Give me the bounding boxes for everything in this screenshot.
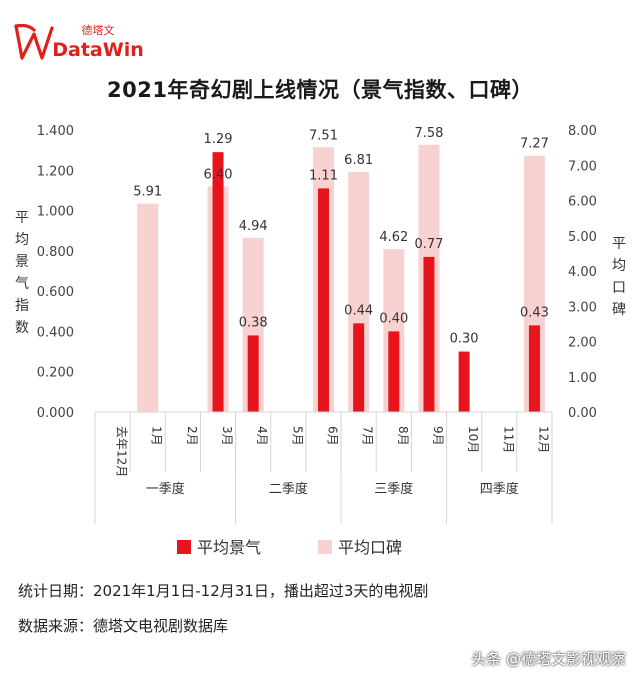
bar-jingqi <box>458 351 470 412</box>
legend-swatch-jingqi <box>177 540 191 554</box>
left-axis-tick: 0.400 <box>37 325 74 340</box>
left-axis-label-char: 均 <box>15 232 29 248</box>
left-axis-tick: 1.000 <box>37 205 74 220</box>
left-axis-tick: 1.400 <box>37 124 74 139</box>
bar-jingqi <box>212 152 224 412</box>
right-axis-tick: 4.00 <box>568 265 597 280</box>
jingqi-data-label: 1.29 <box>204 132 233 147</box>
koubei-data-label: 6.40 <box>204 167 233 182</box>
bar-jingqi <box>423 256 435 412</box>
koubei-data-label: 7.58 <box>414 126 443 141</box>
chart-canvas: 0.000 0.200 0.400 0.600 0.800 1.000 1.200 1.400… <box>15 124 626 557</box>
month-tick-label: 1月 <box>150 426 164 446</box>
data-source-note: 数据来源：德塔文电视剧数据库 <box>18 617 229 635</box>
month-tick-label: 2月 <box>185 426 199 446</box>
left-axis-label-char: 平 <box>15 210 29 226</box>
quarter-label: 二季度 <box>269 481 308 497</box>
right-axis-tick: 0.00 <box>568 406 597 421</box>
right-axis-tick: 7.00 <box>568 159 597 174</box>
datawin-logo: 德塔文 DataWin <box>14 23 144 61</box>
bar-jingqi <box>353 323 365 412</box>
legend-label-jingqi: 平均景气 <box>197 538 261 557</box>
jingqi-data-label: 0.38 <box>239 315 268 330</box>
right-axis-label-char: 碑 <box>612 302 626 318</box>
chart-title: 2021年奇幻剧上线情况（景气指数、口碑） <box>107 78 533 102</box>
right-axis-tick: 6.00 <box>568 195 597 210</box>
quarter-label: 一季度 <box>146 481 185 497</box>
jingqi-data-label: 0.40 <box>379 311 408 326</box>
left-axis-label-char: 指 <box>15 298 29 314</box>
left-axis-tick: 1.200 <box>37 164 74 179</box>
koubei-data-label: 7.51 <box>309 128 338 143</box>
month-tick-label: 10月 <box>466 426 480 453</box>
right-axis-tick: 8.00 <box>568 124 597 139</box>
month-tick-label: 8月 <box>396 426 410 446</box>
legend-swatch-koubei <box>318 540 332 554</box>
bar-jingqi <box>318 188 329 412</box>
legend-label-koubei: 平均口碑 <box>338 538 402 557</box>
svg-text:德塔文: 德塔文 <box>82 23 115 37</box>
left-axis-label-char: 景 <box>15 254 29 270</box>
month-tick-label: 5月 <box>290 426 304 446</box>
koubei-data-label: 6.81 <box>344 153 373 168</box>
left-axis-tick: 0.800 <box>37 245 74 260</box>
jingqi-data-label: 0.77 <box>414 237 443 252</box>
month-tick-label: 12月 <box>536 426 550 453</box>
svg-text:DataWin: DataWin <box>52 39 144 61</box>
jingqi-data-label: 0.43 <box>520 305 549 320</box>
right-axis-label-char: 口 <box>612 280 626 296</box>
month-tick-label: 9月 <box>431 426 445 446</box>
right-axis-label-char: 平 <box>612 236 626 252</box>
month-tick-label: 11月 <box>501 426 515 453</box>
koubei-data-label: 4.94 <box>239 219 268 234</box>
right-axis-label-char: 均 <box>612 258 626 274</box>
bar-jingqi <box>247 335 259 412</box>
watermark: 头条 @德塔文影视观察 <box>471 650 626 668</box>
bar-jingqi <box>528 325 540 412</box>
left-axis-label-char: 气 <box>15 276 29 292</box>
right-axis-tick: 5.00 <box>568 230 597 245</box>
quarter-label: 三季度 <box>374 481 413 497</box>
right-axis-tick: 1.00 <box>568 371 597 386</box>
left-axis-tick: 0.600 <box>37 285 74 300</box>
koubei-data-label: 5.91 <box>133 185 162 200</box>
jingqi-data-label: 0.30 <box>450 332 479 347</box>
bar-koubei <box>137 203 159 412</box>
jingqi-data-label: 0.44 <box>344 303 373 318</box>
left-axis-label-char: 数 <box>15 320 29 336</box>
month-tick-label: 7月 <box>361 426 375 446</box>
statistics-date-note: 统计日期：2021年1月1日-12月31日，播出超过3天的电视剧 <box>18 582 429 600</box>
jingqi-data-label: 1.11 <box>309 168 338 183</box>
quarter-label: 四季度 <box>480 481 519 497</box>
left-axis-tick: 0.200 <box>37 366 74 381</box>
month-tick-label: 6月 <box>326 426 340 446</box>
month-tick-label: 去年12月 <box>115 426 129 477</box>
koubei-data-label: 7.27 <box>520 137 549 152</box>
month-tick-label: 4月 <box>255 426 269 446</box>
bar-jingqi <box>388 331 400 412</box>
left-axis-tick: 0.000 <box>37 406 74 421</box>
koubei-data-label: 4.62 <box>379 230 408 245</box>
right-axis-tick: 2.00 <box>568 336 597 351</box>
month-tick-label: 3月 <box>220 426 234 446</box>
right-axis-tick: 3.00 <box>568 300 597 315</box>
